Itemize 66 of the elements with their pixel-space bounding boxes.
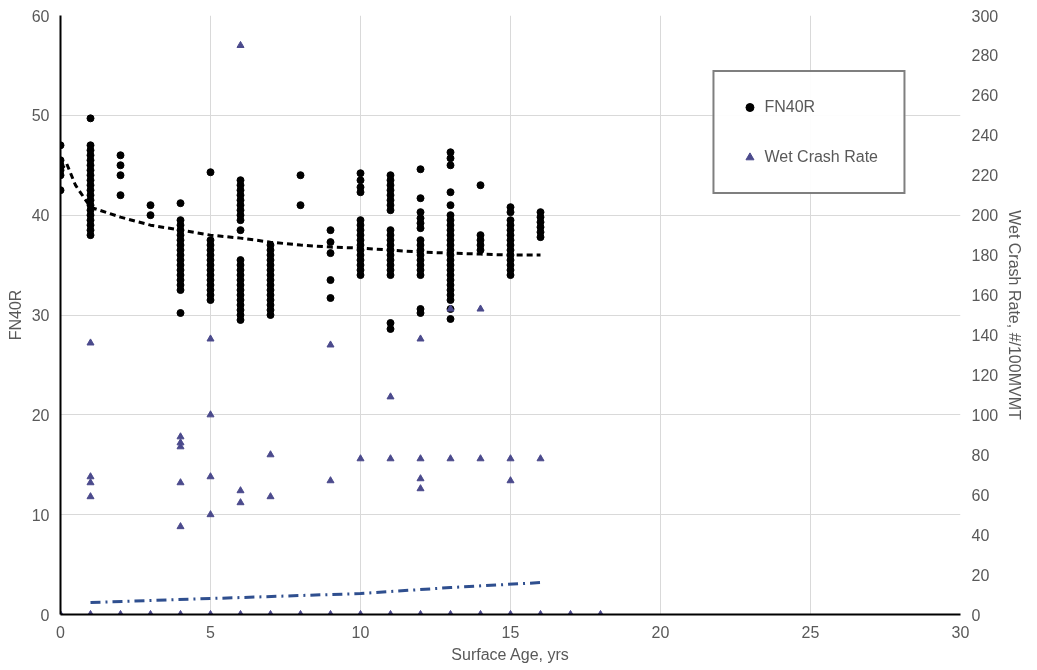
y2-tick-label: 180 [971,247,999,265]
y-tick-label: 60 [31,7,50,25]
x-tick-label: 5 [206,623,216,641]
point [236,498,245,506]
point [476,304,485,312]
point [326,476,335,484]
y2-tick-label: 120 [971,366,999,384]
y2-tick-label: 80 [971,446,990,464]
point [416,334,425,342]
legend-label: Wet Crash Rate [764,148,878,166]
x-axis-title: Surface Age, yrs [451,645,569,663]
y-tick-label: 0 [40,606,50,624]
y2-tick-label: 0 [971,606,981,624]
point [86,492,95,500]
point [536,454,545,462]
point [506,454,515,462]
point [206,472,215,480]
y-tick-label: 10 [31,506,50,524]
y2-tick-label: 260 [971,87,999,105]
point [446,454,455,462]
x-tick-label: 0 [56,623,66,641]
y2-tick-label: 140 [971,326,999,344]
line-series [89,581,542,605]
point [176,478,185,486]
point [86,478,95,486]
point [176,522,185,530]
point [386,454,395,462]
point [86,472,95,480]
point [206,334,215,342]
y-tick-label: 50 [31,107,50,125]
point [386,392,395,400]
y-tick-label: 30 [31,307,50,324]
point [476,454,485,462]
y2-axis-title: Wet Crash Rate, #/100MVMT [1006,210,1024,420]
y2-tick-label: 220 [971,167,999,185]
point [326,340,335,348]
y2-tick-label: 100 [971,406,999,424]
point [206,410,215,418]
y-axis-title: FN40R [6,289,24,341]
legend-label: FN40R [764,98,816,116]
x-tick-label: 15 [501,623,520,641]
y2-tick-label: 40 [971,526,990,544]
y2-tick-label: 200 [971,207,999,225]
y2-tick-label: 240 [971,127,999,145]
y2-tick-label: 300 [971,7,999,25]
x-tick-label: 20 [651,623,670,641]
y-tick-label: 40 [31,207,50,225]
point [416,474,425,482]
x-tick-label: 25 [801,623,820,641]
point [236,486,245,494]
y2-tick-label: 280 [971,47,999,65]
point [416,484,425,492]
x-tick-label: 30 [951,623,970,641]
point [266,450,275,458]
point [416,454,425,462]
point [356,454,365,462]
y-tick-label: 20 [31,406,50,424]
point [206,510,215,518]
x-tick-label: 10 [351,623,370,641]
point [86,338,95,346]
y2-tick-label: 20 [971,566,990,584]
point [176,432,185,440]
y2-tick-label: 60 [971,486,990,504]
point [506,476,515,484]
y2-tick-label: 160 [971,287,999,305]
point [266,492,275,500]
